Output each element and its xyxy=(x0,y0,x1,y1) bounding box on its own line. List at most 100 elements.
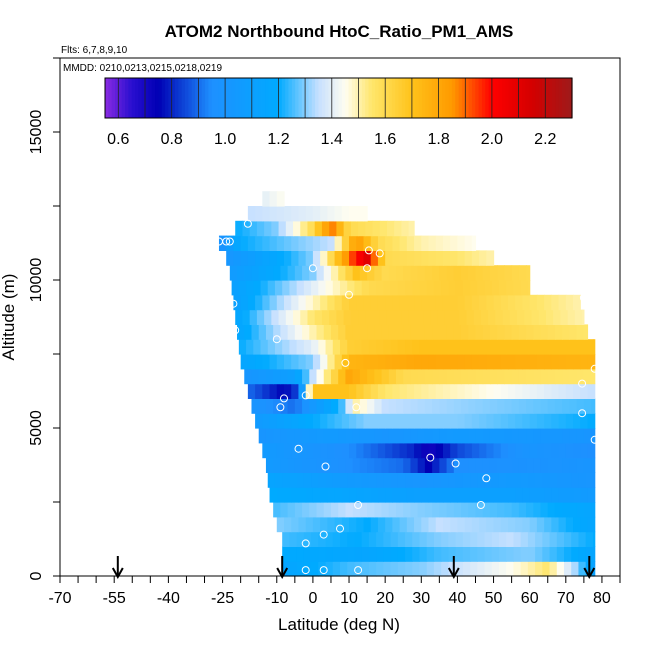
heatmap-cell xyxy=(269,442,278,459)
heatmap-cell xyxy=(323,457,332,473)
heatmap-cell xyxy=(479,294,487,311)
heatmap-cell xyxy=(302,324,310,340)
heatmap-cell xyxy=(376,546,384,562)
heatmap-cell xyxy=(314,220,323,237)
heatmap-cell xyxy=(287,265,296,281)
heatmap-cell xyxy=(535,531,543,547)
heatmap-cell xyxy=(352,502,361,518)
heatmap-cell xyxy=(527,546,536,562)
observation-point xyxy=(601,560,610,569)
heatmap-cell xyxy=(457,413,466,429)
heatmap-cell xyxy=(327,250,336,266)
observation-point xyxy=(272,335,281,344)
colorbar-segment xyxy=(551,78,556,118)
heatmap-cell xyxy=(334,294,343,311)
heatmap-cell xyxy=(390,472,399,488)
heatmap-cell xyxy=(471,250,480,266)
heatmap-cell xyxy=(265,368,274,385)
heatmap-cell xyxy=(406,354,415,370)
heatmap-cell xyxy=(330,428,339,444)
heatmap-cell xyxy=(488,309,496,325)
colorbar-segment xyxy=(511,78,516,118)
colorbar-segment xyxy=(145,78,149,118)
heatmap-cell xyxy=(497,368,505,385)
observation-point xyxy=(345,290,353,299)
heatmap-cell xyxy=(549,339,558,355)
heatmap-cell xyxy=(258,324,267,340)
heatmap-cell xyxy=(396,265,404,281)
heatmap-cell xyxy=(585,472,594,488)
heatmap-cell xyxy=(358,220,366,237)
heatmap-cell xyxy=(448,531,457,547)
heatmap-cell xyxy=(482,457,491,473)
heatmap-cell xyxy=(470,339,478,355)
heatmap-cell xyxy=(582,309,585,325)
heatmap-cell xyxy=(358,309,366,325)
heatmap-cell xyxy=(515,442,524,459)
heatmap-cell xyxy=(367,428,375,444)
heatmap-cell xyxy=(307,220,316,237)
colorbar-segment xyxy=(198,78,203,118)
heatmap-cell xyxy=(412,546,421,562)
y-tick-label: 0 xyxy=(28,571,45,580)
heatmap-cell xyxy=(424,324,433,340)
heatmap-cell xyxy=(262,235,271,251)
heatmap-cell xyxy=(500,294,509,311)
heatmap-cell xyxy=(386,309,395,325)
heatmap-cell xyxy=(305,383,314,399)
heatmap-cell xyxy=(486,413,495,429)
heatmap-cell xyxy=(255,250,263,266)
heatmap-cell xyxy=(540,368,549,385)
heatmap-cell xyxy=(446,428,455,444)
heatmap-cell xyxy=(340,561,348,577)
heatmap-cell xyxy=(289,472,298,488)
heatmap-cell xyxy=(508,383,516,399)
heatmap-cell xyxy=(576,368,585,385)
heatmap-cell xyxy=(361,546,370,562)
heatmap-cell xyxy=(338,428,347,444)
heatmap-cell xyxy=(246,339,254,355)
heatmap-cell xyxy=(580,442,589,459)
heatmap-cell xyxy=(508,354,516,370)
heatmap-cell xyxy=(471,354,480,370)
heatmap-cell xyxy=(302,368,310,385)
heatmap-cell xyxy=(484,280,493,296)
heatmap-cell xyxy=(374,398,383,414)
colorbar-segment xyxy=(421,78,426,118)
heatmap-cell xyxy=(311,561,319,577)
heatmap-cell xyxy=(558,383,567,399)
heatmap-cell xyxy=(558,354,567,370)
heatmap-cell xyxy=(489,368,498,385)
heatmap-cell xyxy=(442,250,451,266)
heatmap-cell xyxy=(262,442,271,459)
heatmap-cell xyxy=(500,354,509,370)
heatmap-cell xyxy=(260,280,269,296)
heatmap-cell xyxy=(477,472,486,488)
heatmap-cell xyxy=(475,398,484,414)
heatmap-cell xyxy=(410,502,419,518)
heatmap-cell xyxy=(486,250,495,266)
heatmap-cell xyxy=(246,280,254,296)
colorbar-segment xyxy=(205,78,210,118)
colorbar-segment xyxy=(358,78,363,118)
heatmap-cell xyxy=(347,531,356,547)
heatmap-cell xyxy=(359,502,368,518)
heatmap-cell xyxy=(388,428,397,444)
heatmap-cell xyxy=(442,413,451,429)
heatmap-cell xyxy=(289,546,298,562)
observation-point xyxy=(236,382,245,391)
heatmap-cell xyxy=(356,354,365,370)
heatmap-cell xyxy=(484,339,493,355)
heatmap-cell xyxy=(294,398,303,414)
heatmap-cell xyxy=(551,383,560,399)
heatmap-cell xyxy=(381,457,390,473)
heatmap-cell xyxy=(558,294,567,311)
heatmap-cell xyxy=(527,280,531,296)
heatmap-cell xyxy=(291,294,300,311)
colorbar-segment xyxy=(241,78,246,118)
heatmap-cell xyxy=(303,280,312,296)
heatmap-cell xyxy=(551,354,560,370)
colorbar: 0.6 0.8 1.0 1.2 1.4 1.6 1.8 2.0 2.2 xyxy=(104,77,573,148)
heatmap-cell xyxy=(376,339,384,355)
heatmap-cell xyxy=(450,354,459,370)
